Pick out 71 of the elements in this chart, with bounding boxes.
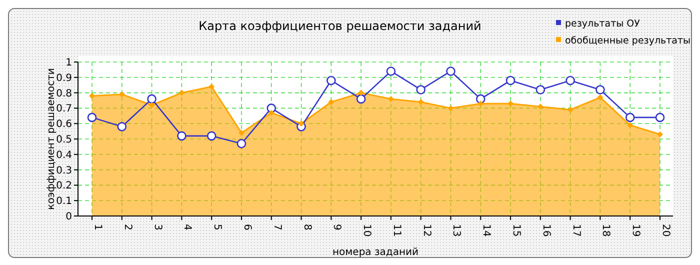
point	[566, 76, 575, 86]
x-tick-label: 11	[390, 224, 402, 237]
y-tick-label: 0.1	[56, 196, 72, 208]
x-tick-label: 19	[630, 224, 642, 237]
point	[597, 94, 604, 100]
point	[147, 94, 156, 104]
point	[326, 76, 336, 86]
point	[148, 102, 155, 108]
point	[536, 85, 546, 94]
point	[506, 76, 516, 86]
y-tick-label: 0.4	[56, 150, 72, 161]
point	[567, 106, 574, 113]
y-tick-label: 0.8	[56, 88, 72, 100]
y-tick-label: 0.5	[56, 134, 72, 146]
point	[118, 91, 125, 98]
point	[356, 94, 366, 104]
x-tick-label: 2	[122, 224, 133, 230]
x-tick-label: 3	[152, 224, 163, 230]
x-tick-label: 6	[241, 224, 252, 230]
y-tick-label: 0.7	[56, 104, 72, 115]
y-tick-label: 0.6	[56, 119, 72, 130]
x-tick-label: 9	[331, 224, 342, 230]
y-tick-label: 0.2	[56, 180, 72, 192]
y-tick-label: 0.3	[56, 165, 72, 176]
x-tick-label: 12	[420, 224, 432, 237]
point	[208, 84, 215, 90]
legend-label: результаты ОУ	[565, 18, 640, 30]
point	[537, 104, 544, 110]
x-tick-label: 13	[450, 224, 462, 237]
point	[358, 90, 364, 96]
y-tick-label: 1	[66, 58, 72, 68]
x-tick-label: 7	[271, 224, 282, 230]
point	[388, 96, 394, 102]
point	[446, 66, 456, 76]
point	[596, 85, 605, 94]
x-tick-label: 14	[480, 224, 492, 237]
point	[178, 90, 185, 96]
point	[87, 112, 97, 122]
point	[268, 110, 274, 116]
x-tick-label: 20	[660, 224, 671, 237]
y-tick-label: 0.9	[56, 72, 72, 84]
x-axis-title: номера заданий	[332, 247, 419, 258]
point	[117, 122, 127, 132]
point	[448, 105, 454, 112]
point	[236, 138, 246, 148]
point	[386, 66, 396, 76]
x-tick-label: 18	[600, 224, 612, 237]
x-tick-label: 5	[212, 224, 223, 230]
x-tick-label: 15	[510, 224, 522, 237]
point	[89, 92, 95, 99]
point	[328, 99, 334, 106]
point	[657, 131, 663, 138]
point	[508, 100, 514, 107]
x-tick-label: 4	[182, 224, 193, 230]
x-tick-label: 8	[301, 224, 312, 230]
chart-title: Карта коэффициентов решаемости заданий	[198, 19, 482, 33]
y-tick-label: 0	[66, 212, 72, 222]
legend-label: обобщенные результаты	[565, 35, 691, 46]
point	[416, 85, 426, 94]
x-tick-label: 1	[92, 224, 103, 230]
point	[238, 130, 244, 136]
point	[655, 112, 665, 122]
point	[206, 131, 216, 141]
point	[298, 120, 304, 127]
point	[177, 131, 186, 141]
x-tick-label: 17	[570, 224, 582, 237]
x-tick-label: 10	[361, 224, 372, 237]
y-axis-title: коэффициент решаемости	[46, 68, 57, 210]
x-tick-label: 16	[540, 224, 552, 237]
point	[625, 112, 635, 122]
point	[627, 122, 634, 128]
